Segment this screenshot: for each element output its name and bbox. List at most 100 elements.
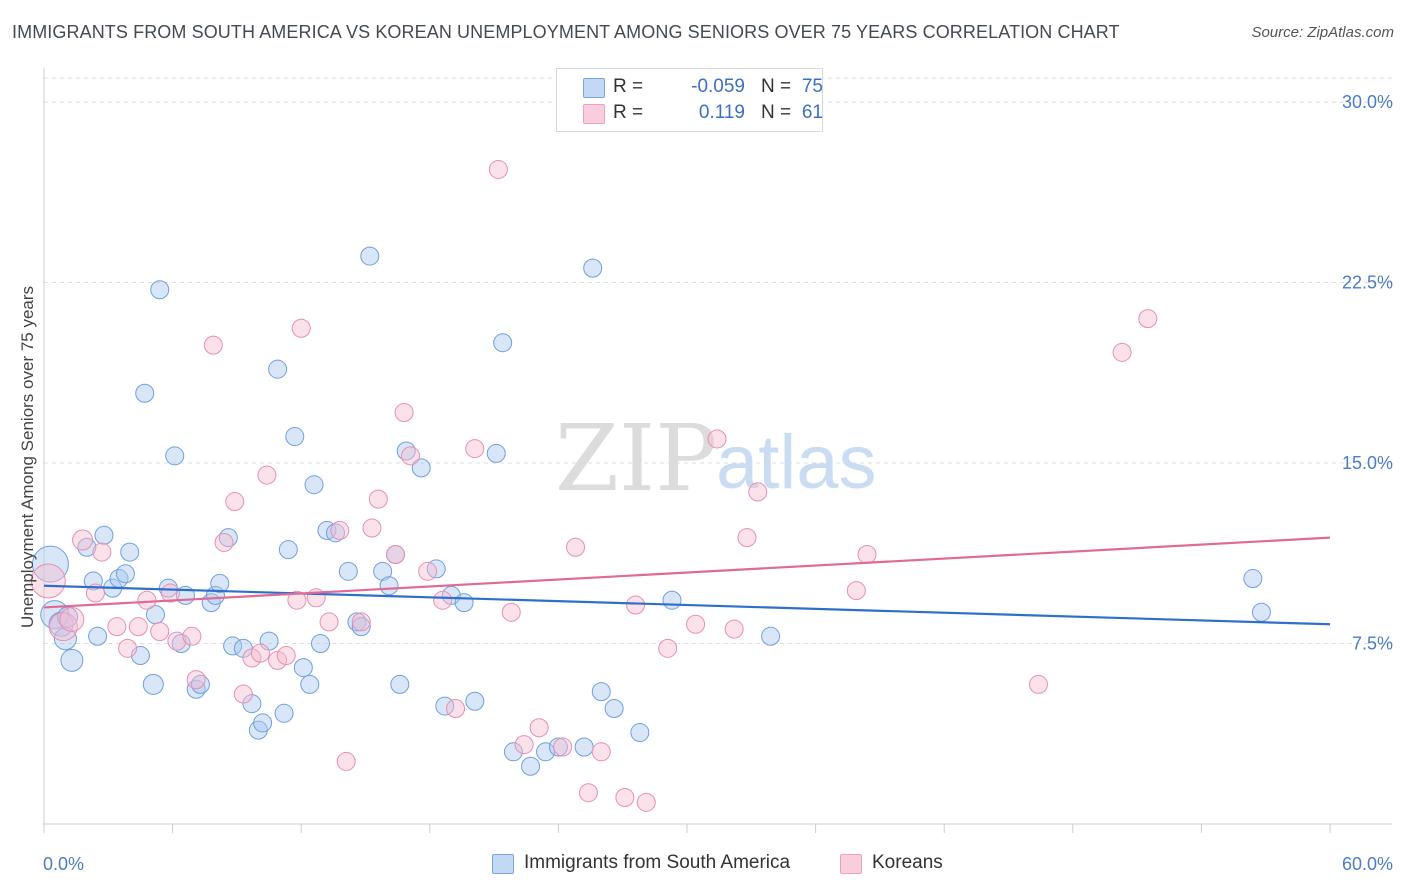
point-koreans	[30, 563, 66, 599]
point-south-america	[304, 475, 324, 495]
point-south-america	[379, 576, 399, 596]
point-koreans	[362, 518, 382, 538]
point-south-america	[548, 737, 568, 757]
point-koreans	[465, 439, 485, 459]
point-south-america	[120, 542, 140, 562]
point-koreans	[186, 670, 206, 690]
point-koreans	[214, 532, 234, 552]
point-koreans	[368, 489, 388, 509]
point-south-america	[574, 737, 594, 757]
point-south-america	[1243, 569, 1263, 589]
point-south-america	[142, 673, 164, 695]
point-south-america	[285, 427, 305, 447]
point-south-america	[278, 540, 298, 560]
point-south-america	[521, 756, 541, 776]
point-koreans	[137, 590, 157, 610]
legend-n-value: 75	[801, 76, 823, 97]
point-koreans	[566, 537, 586, 557]
point-south-america	[94, 525, 114, 545]
legend-r-value: -0.059	[691, 76, 745, 97]
point-koreans	[1112, 342, 1132, 362]
point-koreans	[250, 643, 270, 663]
point-south-america	[60, 648, 84, 672]
point-south-america	[150, 280, 170, 300]
point-south-america	[274, 703, 294, 723]
point-koreans	[1029, 674, 1049, 694]
point-south-america	[630, 723, 650, 743]
point-koreans	[401, 446, 421, 466]
point-koreans	[501, 602, 521, 622]
point-south-america	[662, 590, 682, 610]
point-koreans	[107, 617, 127, 637]
series-legend-label: Immigrants from South America	[524, 852, 791, 873]
point-south-america	[583, 258, 603, 278]
y-ticks: 7.5% 15.0% 22.5% 30.0%	[1342, 92, 1393, 653]
grid-lines	[44, 77, 1392, 645]
point-koreans	[857, 544, 877, 564]
point-koreans	[268, 650, 288, 670]
point-koreans	[257, 465, 277, 485]
x-tick-label-max: 60.0%	[1342, 854, 1393, 874]
axes	[43, 68, 1392, 833]
point-koreans	[150, 621, 170, 641]
point-south-america	[210, 573, 230, 593]
chart-title: IMMIGRANTS FROM SOUTH AMERICA VS KOREAN …	[12, 22, 1120, 42]
point-koreans	[418, 561, 438, 581]
point-koreans	[276, 646, 296, 666]
point-koreans	[92, 542, 112, 562]
point-south-america	[77, 537, 97, 557]
legend-r-value: 0.119	[698, 102, 745, 123]
point-south-america	[411, 458, 431, 478]
point-koreans	[351, 612, 371, 632]
point-koreans	[1138, 309, 1158, 329]
point-koreans	[737, 528, 757, 548]
point-koreans	[167, 631, 187, 651]
point-koreans	[488, 159, 508, 179]
y-axis-label: Unemployment Among Seniors over 75 years	[18, 286, 37, 628]
point-koreans	[59, 606, 85, 632]
point-south-america	[591, 682, 611, 702]
point-koreans	[203, 335, 223, 355]
point-koreans	[686, 614, 706, 634]
point-south-america	[83, 571, 103, 591]
point-south-america	[360, 246, 380, 266]
y-tick-label: 22.5%	[1342, 273, 1393, 293]
point-koreans	[336, 751, 356, 771]
point-koreans	[118, 638, 138, 658]
point-koreans	[233, 684, 253, 704]
point-south-america	[390, 674, 410, 694]
point-south-america	[293, 658, 313, 678]
y-tick-label: 15.0%	[1342, 453, 1393, 473]
point-koreans	[48, 612, 78, 642]
point-south-america	[135, 383, 155, 403]
point-south-america	[503, 742, 523, 762]
legend-n-value: 61	[801, 102, 823, 123]
legend-n-label: N =	[761, 76, 792, 97]
point-south-america	[300, 674, 320, 694]
point-koreans	[626, 595, 646, 615]
point-koreans	[330, 520, 350, 540]
correlation-legend: R = -0.059 N = 75 R = 0.119 N = 61	[556, 68, 823, 132]
trend-line-koreans	[43, 536, 1331, 609]
y-tick-label: 7.5%	[1352, 634, 1393, 654]
point-south-america	[338, 561, 358, 581]
watermark-zip: ZIP	[555, 405, 717, 512]
x-ticks: 0.0% 60.0%	[43, 854, 1393, 874]
x-tick-label-min: 0.0%	[43, 854, 84, 874]
point-south-america	[351, 617, 371, 637]
point-koreans	[386, 544, 406, 564]
point-koreans	[72, 529, 94, 551]
point-koreans	[242, 648, 262, 668]
point-koreans	[514, 735, 534, 755]
point-koreans	[529, 718, 549, 738]
point-koreans	[225, 492, 245, 512]
watermark-atlas: atlas	[716, 420, 877, 505]
point-south-america	[115, 564, 135, 584]
series-swatch-south-america	[492, 854, 514, 874]
y-tick-label: 30.0%	[1342, 92, 1393, 112]
point-koreans	[636, 792, 656, 812]
point-koreans	[658, 638, 678, 658]
point-south-america	[268, 359, 288, 379]
series-legend: Immigrants from South America Koreans	[0, 852, 1406, 878]
